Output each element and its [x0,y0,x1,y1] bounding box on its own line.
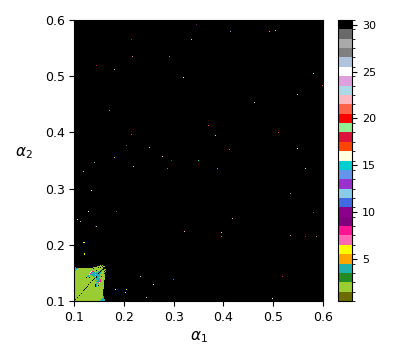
Y-axis label: $\alpha_2$: $\alpha_2$ [15,145,33,161]
X-axis label: $\alpha_1$: $\alpha_1$ [190,329,208,345]
